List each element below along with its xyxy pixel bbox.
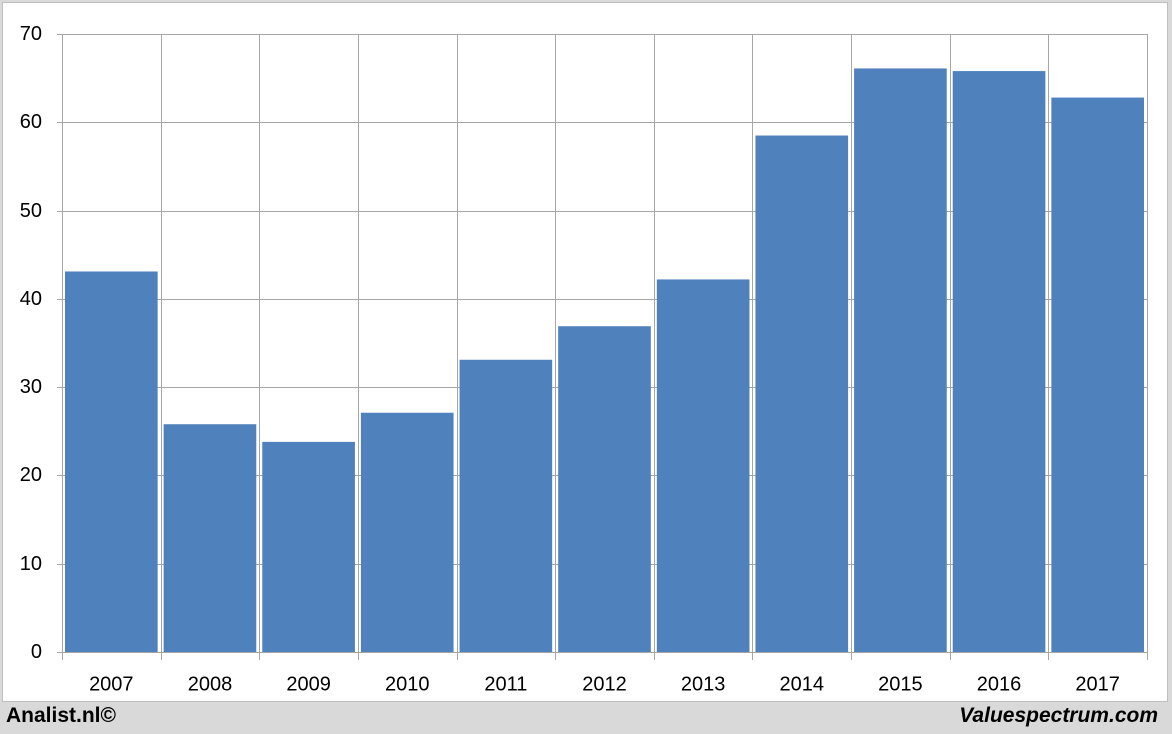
x-tick-label: 2015 bbox=[878, 673, 923, 695]
x-tick-label: 2007 bbox=[89, 673, 134, 695]
footer-source-left: Analist.nl© bbox=[6, 704, 116, 727]
x-tick-label: 2014 bbox=[780, 673, 825, 695]
y-tick-label: 50 bbox=[20, 200, 42, 222]
y-tick-label: 60 bbox=[20, 111, 42, 133]
x-tick-label: 2010 bbox=[385, 673, 430, 695]
bar-2014 bbox=[755, 135, 849, 652]
y-tick-label: 30 bbox=[20, 376, 42, 398]
y-axis-ticks: 0 10 20 30 40 50 60 70 bbox=[20, 23, 42, 663]
y-tick-label: 20 bbox=[20, 464, 42, 486]
footer-source-right: Valuespectrum.com bbox=[959, 704, 1158, 727]
x-tick-label: 2012 bbox=[582, 673, 627, 695]
bar-2013 bbox=[656, 279, 750, 652]
bar-2011 bbox=[459, 359, 553, 652]
x-tick-label: 2008 bbox=[188, 673, 233, 695]
bar-2010 bbox=[360, 412, 454, 652]
x-axis-ticks: 2007 2008 2009 2010 2011 2012 2013 2014 2015 2016… bbox=[89, 673, 1120, 695]
x-tick-label: 2017 bbox=[1075, 673, 1120, 695]
x-tick-label: 2016 bbox=[977, 673, 1022, 695]
y-tick-label: 0 bbox=[31, 641, 42, 663]
x-tick-label: 2011 bbox=[484, 673, 527, 695]
bar-2016 bbox=[952, 71, 1046, 652]
bar-2015 bbox=[854, 68, 947, 653]
y-tick-label: 40 bbox=[20, 288, 42, 310]
bar-2009 bbox=[262, 441, 355, 652]
y-tick-label: 70 bbox=[20, 23, 42, 45]
x-tick-label: 2013 bbox=[681, 673, 726, 695]
bar-2008 bbox=[163, 424, 257, 652]
bar-2017 bbox=[1051, 97, 1144, 652]
y-tick-label: 10 bbox=[20, 553, 42, 575]
bar-chart: 0 10 20 30 40 50 60 70 2007 2008 2009 2010 2011 2012… bbox=[20, 23, 1148, 695]
x-tick-label: 2009 bbox=[286, 673, 331, 695]
bars bbox=[65, 68, 1144, 653]
bar-2012 bbox=[558, 326, 651, 652]
bar-2007 bbox=[65, 271, 158, 652]
